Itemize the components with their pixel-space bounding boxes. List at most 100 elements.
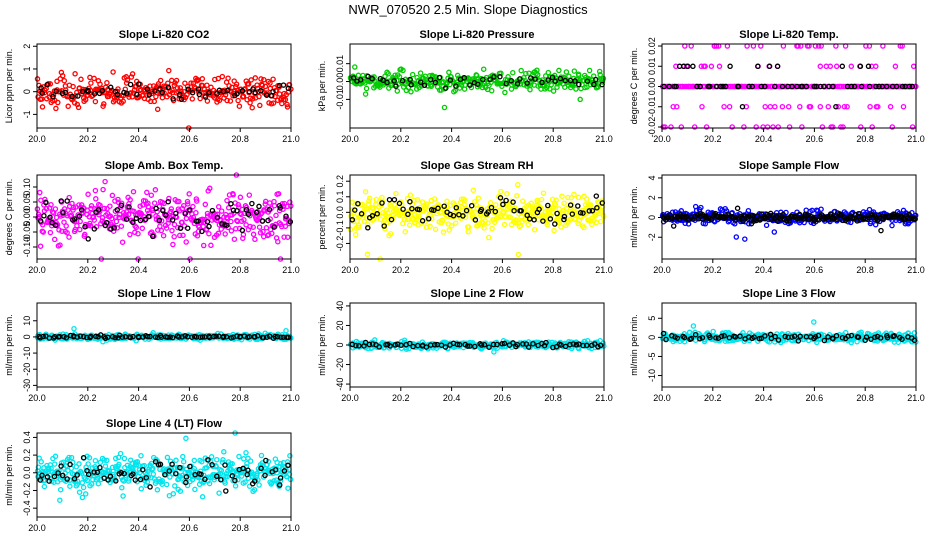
data-point-selected [749, 212, 756, 219]
data-points [347, 64, 607, 111]
data-point-all [138, 452, 144, 459]
data-point-all [830, 124, 836, 130]
data-point-selected [80, 333, 87, 340]
data-point-all [245, 455, 251, 462]
data-point-all [73, 464, 80, 470]
plot-frame [349, 43, 605, 129]
data-point-all [869, 124, 875, 130]
data-point-all [575, 194, 582, 201]
data-point-all [767, 103, 774, 110]
data-point-selected [772, 83, 778, 90]
y-tick-label: -0.05 [22, 222, 32, 243]
y-tick-label: 1 [22, 66, 32, 71]
data-point-selected [105, 334, 111, 341]
x-tick-label: 21.0 [282, 265, 300, 275]
data-point-selected [82, 224, 88, 230]
data-point-selected [478, 342, 485, 348]
data-point-selected [254, 333, 261, 339]
data-point-all [807, 103, 814, 110]
data-point-all [116, 461, 122, 468]
data-point-selected [223, 334, 230, 340]
data-point-all [770, 124, 776, 130]
data-point-all [204, 98, 211, 104]
data-point-selected [755, 63, 761, 70]
data-point-selected [848, 83, 855, 90]
data-point-selected [157, 461, 164, 468]
data-point-selected [690, 63, 696, 70]
data-point-all [204, 82, 210, 88]
data-point-selected [456, 341, 463, 348]
data-point-selected [196, 91, 203, 98]
data-point-all [57, 497, 63, 503]
data-point-all [597, 218, 604, 225]
data-point-selected [240, 465, 246, 472]
data-point-selected [530, 340, 536, 347]
data-point-all [79, 494, 86, 501]
x-tick-label: 20.4 [755, 134, 773, 144]
data-point-all [74, 222, 80, 229]
data-point-all [70, 204, 77, 211]
data-point-selected [393, 83, 399, 89]
data-point-selected [152, 458, 159, 465]
data-point-all [247, 100, 253, 106]
data-point-all [491, 349, 497, 355]
data-point-all [479, 84, 486, 91]
data-point-all [559, 193, 565, 199]
data-point-selected [387, 343, 393, 349]
data-point-all [825, 103, 832, 110]
data-point-all [283, 327, 289, 334]
data-point-all [228, 228, 235, 234]
data-points [347, 182, 607, 262]
data-point-all [194, 233, 201, 239]
y-tick-label: -1 [22, 110, 32, 118]
data-point-selected [206, 223, 212, 230]
x-tick-label: 20.2 [704, 134, 722, 144]
data-point-selected [258, 88, 264, 94]
data-point-selected [187, 463, 193, 470]
data-point-all [92, 457, 99, 464]
data-point-selected [85, 236, 91, 242]
y-tick-label: -0.01 [335, 89, 345, 110]
x-tick-label: 20.8 [231, 523, 249, 533]
x-tick-label: 20.6 [181, 393, 199, 403]
data-point-selected [169, 217, 176, 223]
data-points [34, 172, 294, 262]
x-tick-label: 21.0 [282, 523, 300, 533]
data-point-selected [222, 462, 228, 468]
data-point-all [70, 83, 76, 90]
data-point-selected [206, 90, 212, 96]
data-point-all [729, 124, 735, 130]
data-point-selected [183, 479, 189, 486]
data-point-selected [567, 202, 574, 208]
data-point-all [785, 103, 792, 110]
data-point-selected [779, 83, 786, 90]
data-point-all [102, 178, 108, 185]
data-point-selected [421, 82, 428, 89]
data-point-selected [811, 83, 818, 90]
data-point-selected [283, 213, 289, 219]
data-point-all [233, 81, 240, 87]
data-point-selected [758, 83, 765, 90]
chart-title: Slope Li-820 Temp. [739, 29, 838, 41]
x-tick-label: 20.4 [755, 265, 773, 275]
data-point-selected [518, 208, 524, 214]
data-point-selected [562, 77, 568, 84]
data-point-selected [107, 84, 114, 91]
data-point-selected [431, 207, 437, 214]
data-point-selected [775, 337, 782, 343]
data-point-selected [557, 75, 564, 82]
data-point-selected [280, 82, 287, 88]
x-tick-label: 20.8 [544, 134, 562, 144]
data-point-all [270, 100, 277, 106]
data-point-all [88, 203, 95, 209]
data-point-all [222, 231, 228, 237]
data-point-selected [791, 333, 798, 339]
data-point-all [427, 223, 433, 230]
data-point-selected [443, 85, 449, 91]
data-point-all [246, 192, 253, 198]
data-point-all [112, 455, 119, 462]
x-tick-label: 20.6 [494, 265, 512, 275]
data-point-all [170, 241, 176, 248]
